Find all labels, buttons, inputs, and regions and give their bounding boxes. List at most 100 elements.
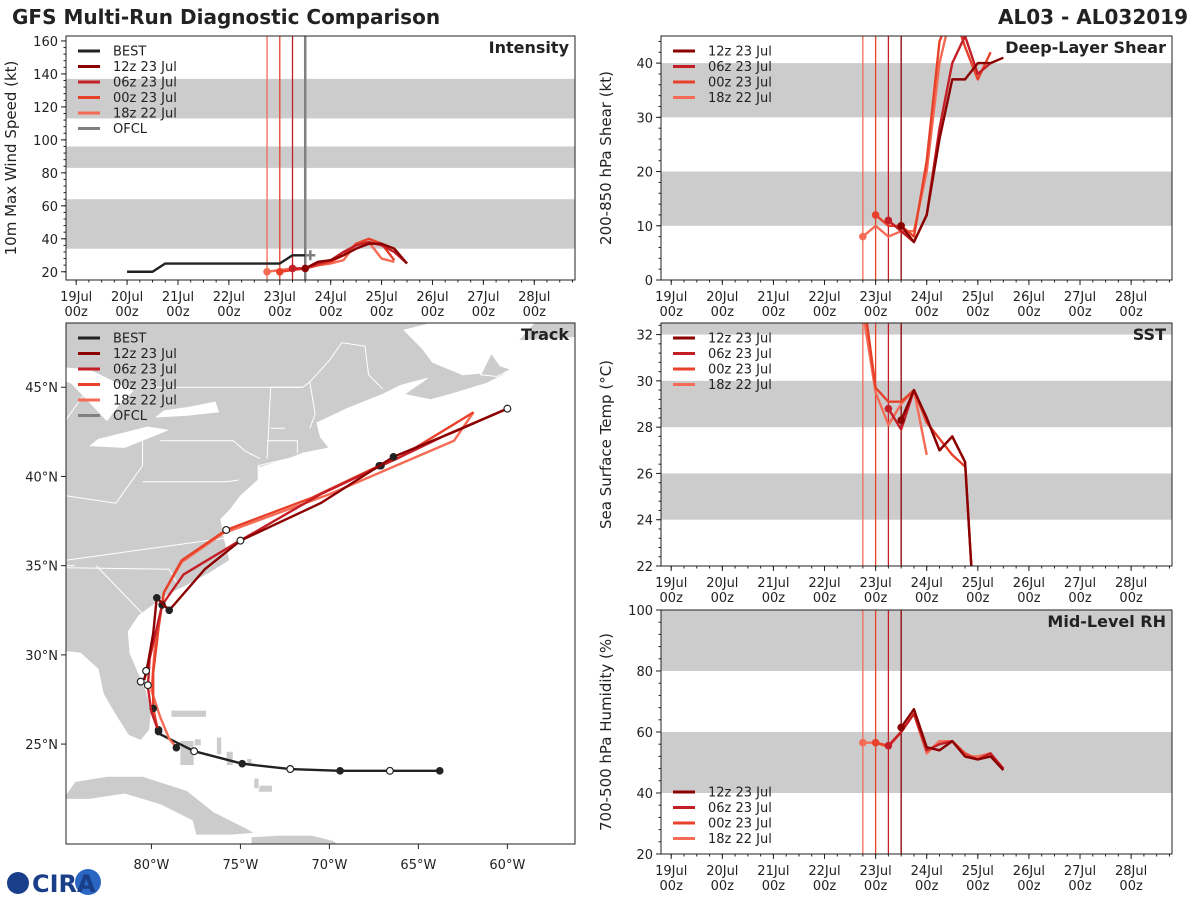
x-tick-hour: 00z [1068,591,1092,606]
border-line [160,440,261,460]
x-tick-hour: 00z [660,305,684,320]
legend-label: 00z 23 Jul [708,817,772,832]
land-bahamas-island [170,709,208,718]
border-line [95,565,147,618]
x-tick-hour: 00z [813,879,837,894]
series-line [900,388,973,566]
land-hispaniola [250,834,339,844]
land-bahamas-island [215,736,223,756]
init-point [288,264,297,273]
x-tick-date: 24Jul [911,576,943,591]
x-tick-hour: 00z [711,305,735,320]
plot-frame [660,322,1173,567]
x-tick-hour: 00z [966,591,990,606]
ofcl-marker [305,250,316,261]
shaded-band [66,199,575,249]
x-tick-date: 20Jul [111,290,143,305]
legend-label: 00z 23 Jul [708,76,772,91]
y-tick-label: 28 [636,421,653,436]
x-tick-label: 60°W [489,858,525,873]
x-tick-date: 27Jul [1064,576,1096,591]
land-bahamas-island [257,784,273,793]
y-tick-label: 24 [636,514,653,529]
x-tick-date: 21Jul [162,290,194,305]
cira-logo: CIRA [7,869,101,898]
globe-icon [7,872,29,894]
y-tick-label: 25°N [25,738,58,753]
land-newfoundland [516,323,575,342]
lake-erie [89,426,170,448]
series-line [266,240,395,273]
legend-label: 18z 22 Jul [708,378,772,393]
panel-title: SST [1133,325,1166,344]
x-tick-hour: 00z [1068,879,1092,894]
x-tick-date: 24Jul [911,290,943,305]
x-tick-date: 22Jul [213,290,245,305]
x-tick-hour: 00z [813,305,837,320]
land-long-island [257,456,296,469]
y-tick-label: 60 [41,200,58,215]
y-tick-label: 26 [636,467,653,482]
legend-label: 12z 23 Jul [708,786,772,801]
x-tick-hour: 00z [813,591,837,606]
y-tick-label: 60 [636,726,653,741]
sst-panel: 22242628303219Jul00z20Jul00z21Jul00z22Ju… [597,322,1173,606]
x-tick-hour: 00z [711,879,735,894]
init-point [884,404,893,413]
x-tick-date: 20Jul [706,576,738,591]
track-marker-open [142,666,151,675]
x-tick-hour: 00z [660,879,684,894]
y-tick-label: 100 [628,604,653,619]
panel-title: Track [521,325,569,344]
legend-label: 12z 23 Jul [113,347,177,362]
series-line [127,254,306,273]
legend-label: 00z 23 Jul [113,91,177,106]
plot-frame [65,35,576,281]
init-point [859,232,867,241]
x-tick-hour: 00z [370,305,394,320]
x-tick-date: 28Jul [518,290,550,305]
track-marker-filled [389,453,398,461]
init-point [859,738,867,747]
border-line [142,479,239,483]
track-marker-open [143,681,152,690]
x-tick-date: 26Jul [1013,576,1045,591]
panel-title: Intensity [489,38,570,57]
y-tick-label: 80 [636,665,653,680]
legend-label: 18z 22 Jul [708,832,772,847]
y-tick-label: 30°N [25,649,58,664]
x-tick-hour: 00z [660,591,684,606]
land-jamaica [182,862,218,871]
x-tick-date: 22Jul [808,290,840,305]
x-tick-hour: 00z [762,591,786,606]
x-tick-hour: 00z [115,305,139,320]
track-marker-filled [435,767,444,775]
y-tick-label: 20 [636,166,653,181]
track-line [143,407,508,681]
x-tick-date: 28Jul [1115,290,1147,305]
legend-label: 18z 22 Jul [708,91,772,106]
shaded-band [66,78,575,119]
x-tick-hour: 00z [217,305,241,320]
x-tick-date: 26Jul [1013,864,1045,879]
x-tick-date: 28Jul [1115,576,1147,591]
x-tick-date: 28Jul [1115,864,1147,879]
y-tick-label: 35°N [25,560,58,575]
x-tick-hour: 00z [915,591,939,606]
x-tick-date: 23Jul [264,290,296,305]
x-tick-date: 20Jul [706,864,738,879]
x-tick-hour: 00z [523,305,547,320]
legend-label: 12z 23 Jul [708,332,772,347]
y-axis-label: 700-500 hPa Humidity (%) [597,633,615,831]
x-tick-date: 27Jul [1064,864,1096,879]
land-bahamas-island [193,738,202,747]
shaded-band [661,473,1172,520]
shaded-band [661,323,1172,335]
init-point [871,738,880,747]
init-point [884,741,893,750]
track-marker-open [136,677,145,686]
init-point [884,216,893,225]
border-line [66,567,179,586]
y-tick-label: 40 [636,57,653,72]
x-tick-date: 22Jul [808,864,840,879]
